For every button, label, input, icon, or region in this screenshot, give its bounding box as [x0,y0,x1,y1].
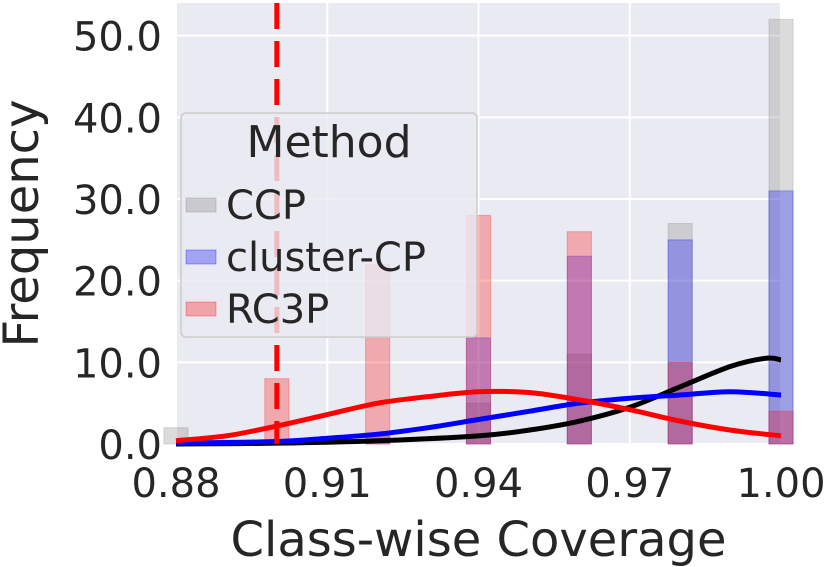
y-axis-ticks: 0.0 10.0 20.0 30.0 40.0 50.0 [73,15,162,469]
x-tick-label: 0.88 [131,461,220,507]
legend-label-ccp: CCP [226,183,306,229]
bar-cluster-cp [667,239,693,445]
x-tick-label: 0.91 [283,461,372,507]
bar-rc3p [768,410,794,445]
bar-rc3p [566,231,592,445]
legend-swatch-ccp [185,197,217,213]
legend-label-cluster-cp: cluster-CP [226,235,426,281]
legend: Method CCP cluster-CP RC3P [180,112,478,338]
x-tick-label: 0.94 [434,461,523,507]
legend-swatch-rc3p [185,301,217,317]
x-tick-label: 1.00 [736,461,825,507]
y-tick-label: 30.0 [73,178,162,224]
x-axis-ticks: 0.88 0.91 0.94 0.97 1.00 [131,461,825,507]
bar-ccp [768,18,794,445]
y-tick-label: 40.0 [73,96,162,142]
kde-line-cluster-cp [175,389,782,446]
bar-rc3p [667,361,693,445]
bar-cluster-cp [768,190,794,445]
x-tick-label: 0.97 [585,461,674,507]
y-tick-label: 50.0 [73,15,162,61]
bar-cluster-cp [566,255,592,445]
legend-swatch-cluster-cp [185,249,217,265]
bar-ccp [667,223,693,445]
legend-box [180,112,478,338]
y-tick-label: 20.0 [73,260,162,306]
y-tick-label: 0.0 [98,423,162,469]
legend-title: Method [246,117,411,168]
kde-line-ccp [175,355,782,447]
y-tick-label: 10.0 [73,341,162,387]
x-axis-label: Class-wise Coverage [231,512,727,567]
y-axis-label: Frequency [0,100,50,348]
legend-items: CCP cluster-CP RC3P [185,183,426,333]
legend-label-rc3p: RC3P [226,287,329,333]
